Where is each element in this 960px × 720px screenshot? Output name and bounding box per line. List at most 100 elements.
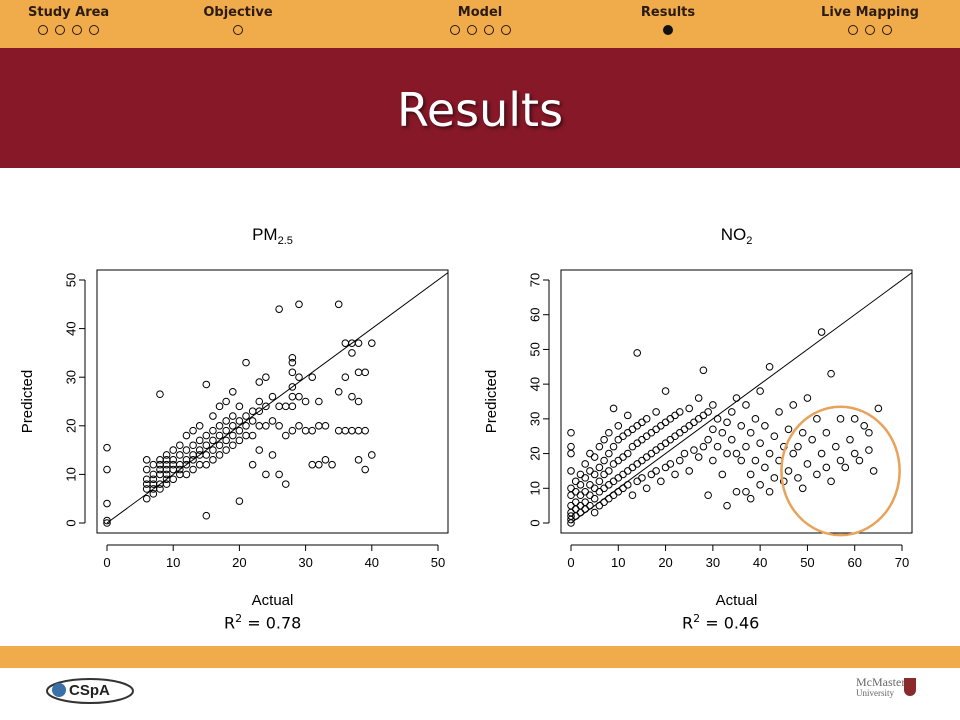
no2-data-point [784, 467, 793, 475]
pm25-data-point [103, 519, 111, 527]
pm25-data-point [361, 426, 369, 435]
pm25-data-point [176, 441, 184, 450]
no2-data-point [652, 408, 660, 416]
nav-section-live-mapping[interactable]: Live Mapping [810, 3, 930, 35]
no2-data-point [623, 467, 632, 475]
nav-progress-dots [198, 25, 278, 35]
no2-data-point [576, 508, 585, 517]
pm25-data-point [235, 402, 244, 411]
nav-dot-icon[interactable] [466, 25, 477, 35]
no2-data-point [827, 369, 835, 378]
no2-data-point [576, 470, 585, 479]
mcmaster-university: University [856, 688, 894, 698]
pm25-data-point [268, 417, 277, 425]
pm25-data-point [222, 446, 230, 454]
nav-dot-icon[interactable] [483, 25, 494, 35]
pm25-data-point [162, 480, 171, 488]
pm25-data-point [301, 426, 310, 435]
no2-data-point [869, 467, 878, 475]
pm25-data-point [169, 456, 177, 464]
nav-dot-icon[interactable] [865, 25, 875, 35]
no2-data-point [614, 474, 623, 482]
no2-data-point [619, 470, 627, 479]
nav-dot-icon[interactable] [500, 25, 511, 35]
pm25-y-tick-label: 20 [63, 419, 78, 433]
pm25-data-point [242, 412, 250, 420]
pm25-x-tick-label: 50 [431, 555, 445, 570]
pm25-data-point [242, 431, 250, 440]
nav-dot-icon[interactable] [848, 25, 858, 35]
nav-section-results[interactable]: Results [628, 3, 708, 35]
nav-dot-icon[interactable] [449, 25, 460, 35]
pm25-data-point [149, 475, 158, 484]
no2-data-point [765, 449, 774, 458]
no2-data-point [675, 456, 684, 465]
pm25-data-point [215, 422, 224, 430]
no2-data-point [657, 422, 665, 430]
pm25-data-point [328, 460, 336, 469]
pm25-y-tick-label: 30 [63, 370, 78, 384]
nav-section-model[interactable]: Model [420, 3, 540, 35]
pm25-data-point [295, 422, 303, 430]
no2-data-point [600, 484, 608, 493]
pm25-data-point [195, 422, 204, 430]
nav-dot-icon[interactable] [233, 25, 243, 35]
no2-data-point [690, 446, 698, 454]
no2-data-point [628, 463, 637, 472]
pm25-data-point [235, 426, 244, 435]
no2-data-point [727, 435, 736, 444]
no2-y-tick-label: 0 [527, 519, 542, 526]
no2-data-point [671, 470, 679, 479]
no2-data-point [647, 470, 656, 479]
nav-label: Results [640, 5, 696, 20]
pm25-plot-frame [96, 269, 449, 534]
pm25-data-point [315, 397, 323, 406]
pm25-data-point [228, 387, 237, 396]
mcmaster-name: McMaster [856, 675, 906, 689]
pm25-data-point [202, 380, 211, 389]
no2-data-point [600, 498, 608, 506]
no2-data-point [595, 477, 604, 486]
no2-data-point [600, 435, 608, 444]
pm25-data-point [295, 392, 303, 401]
no2-data-point [742, 401, 750, 409]
pm25-data-point [142, 494, 151, 503]
pm25-data-point [189, 465, 197, 474]
nav-dot-icon[interactable] [37, 25, 48, 35]
pm25-data-point [348, 349, 356, 357]
pm25-data-point [255, 397, 264, 406]
nav-dot-icon[interactable] [71, 25, 82, 35]
nav-dot-icon[interactable] [54, 25, 65, 35]
no2-data-point [850, 415, 859, 423]
pm25-data-point [341, 373, 350, 381]
no2-data-point [567, 512, 575, 520]
pm25-data-point [262, 422, 270, 430]
no2-data-point [709, 425, 717, 434]
pm25-data-point [315, 422, 323, 430]
no2-data-point [770, 474, 779, 482]
no2-data-point [600, 456, 608, 465]
pm25-x-tick-label: 30 [298, 555, 312, 570]
no2-data-point [860, 422, 868, 430]
pm25-data-point [156, 390, 164, 399]
nav-dot-icon[interactable] [882, 25, 892, 35]
no2-data-point [756, 481, 764, 489]
pm25-data-point [248, 431, 257, 440]
nav-dot-active-icon[interactable] [663, 25, 673, 35]
nav-section-objective[interactable]: Objective [198, 3, 278, 35]
no2-data-point [647, 428, 656, 437]
pm25-data-point [354, 456, 363, 464]
pm25-data-point [195, 446, 204, 454]
pm25-data-point [281, 480, 290, 488]
no2-data-point [642, 453, 651, 461]
no2-data-point [623, 481, 632, 489]
nav-section-study-area[interactable]: Study Area [28, 3, 109, 35]
no2-title-subscript: 2 [746, 235, 752, 247]
no2-data-point [732, 487, 741, 496]
no2-data-point [794, 442, 802, 451]
no2-data-point [732, 394, 741, 402]
cspa-logo: CSpA [45, 676, 135, 711]
nav-dot-icon[interactable] [88, 25, 99, 35]
pm25-data-point [182, 431, 191, 440]
pm25-data-point [182, 456, 191, 464]
